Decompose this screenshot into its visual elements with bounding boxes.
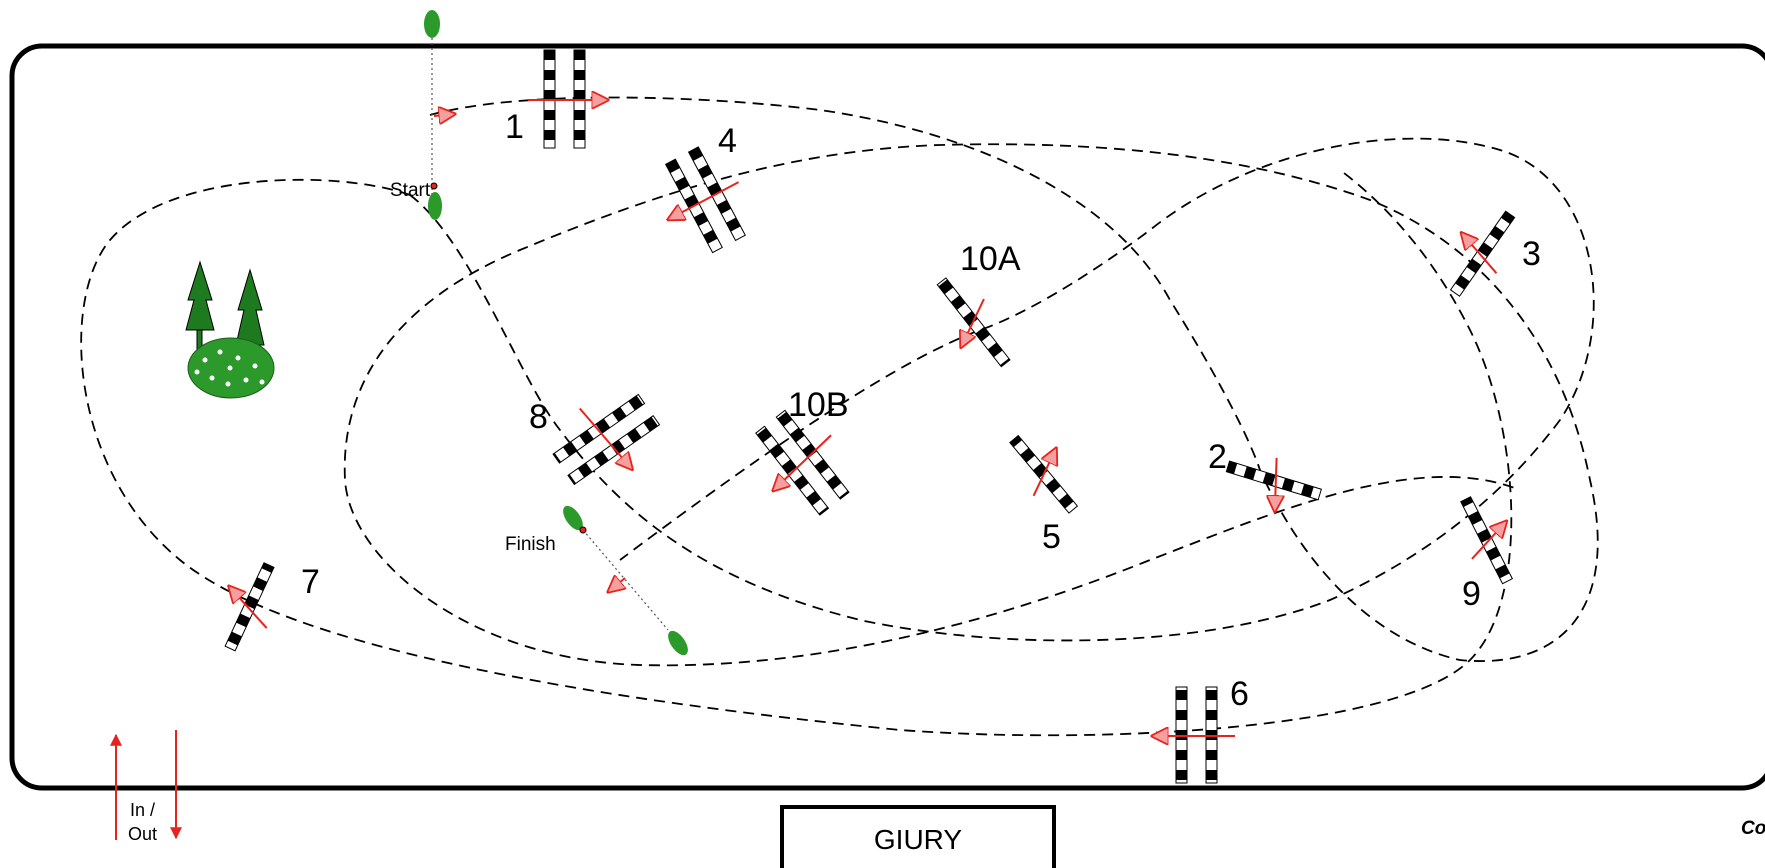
finish-label: Finish (505, 534, 556, 555)
obstacle-number: 3 (1522, 235, 1541, 273)
obstacle-7 (224, 562, 275, 652)
arena-boundary (9, 43, 1765, 791)
course-track (80, 96, 1599, 737)
obstacle-number: 7 (301, 563, 320, 601)
start-line (424, 10, 455, 220)
obstacle-10b (755, 409, 850, 516)
obstacle-10a (936, 277, 1011, 368)
obstacle-6 (1152, 686, 1235, 784)
in-out-label: In / Out (128, 800, 160, 844)
corner-text: Co (1741, 818, 1765, 839)
obstacle-8 (552, 393, 661, 486)
finish-line (563, 505, 688, 656)
obstacle-3 (1449, 210, 1516, 297)
obstacle-number: 6 (1230, 675, 1249, 713)
jury-box (780, 805, 1056, 868)
start-label: Start (390, 180, 431, 201)
obstacle-9 (1460, 496, 1514, 585)
obstacle-number: 9 (1462, 575, 1481, 613)
in-out-arrows (110, 730, 182, 840)
obstacle-1 (528, 49, 608, 149)
obstacle-number: 2 (1208, 438, 1227, 476)
obstacle-number: 8 (529, 398, 548, 436)
obstacle-4 (644, 146, 746, 254)
trees-decoration (185, 260, 275, 399)
obstacle-number: 4 (718, 122, 737, 160)
obstacle-number: 1 (505, 108, 524, 146)
obstacle-2 (1225, 457, 1322, 523)
obstacle-5 (1009, 434, 1079, 514)
obstacle-number: 10B (788, 386, 849, 424)
obstacle-number: 10A (960, 240, 1021, 278)
obstacle-number: 5 (1042, 518, 1061, 556)
jury-label: GIURY (874, 824, 962, 855)
